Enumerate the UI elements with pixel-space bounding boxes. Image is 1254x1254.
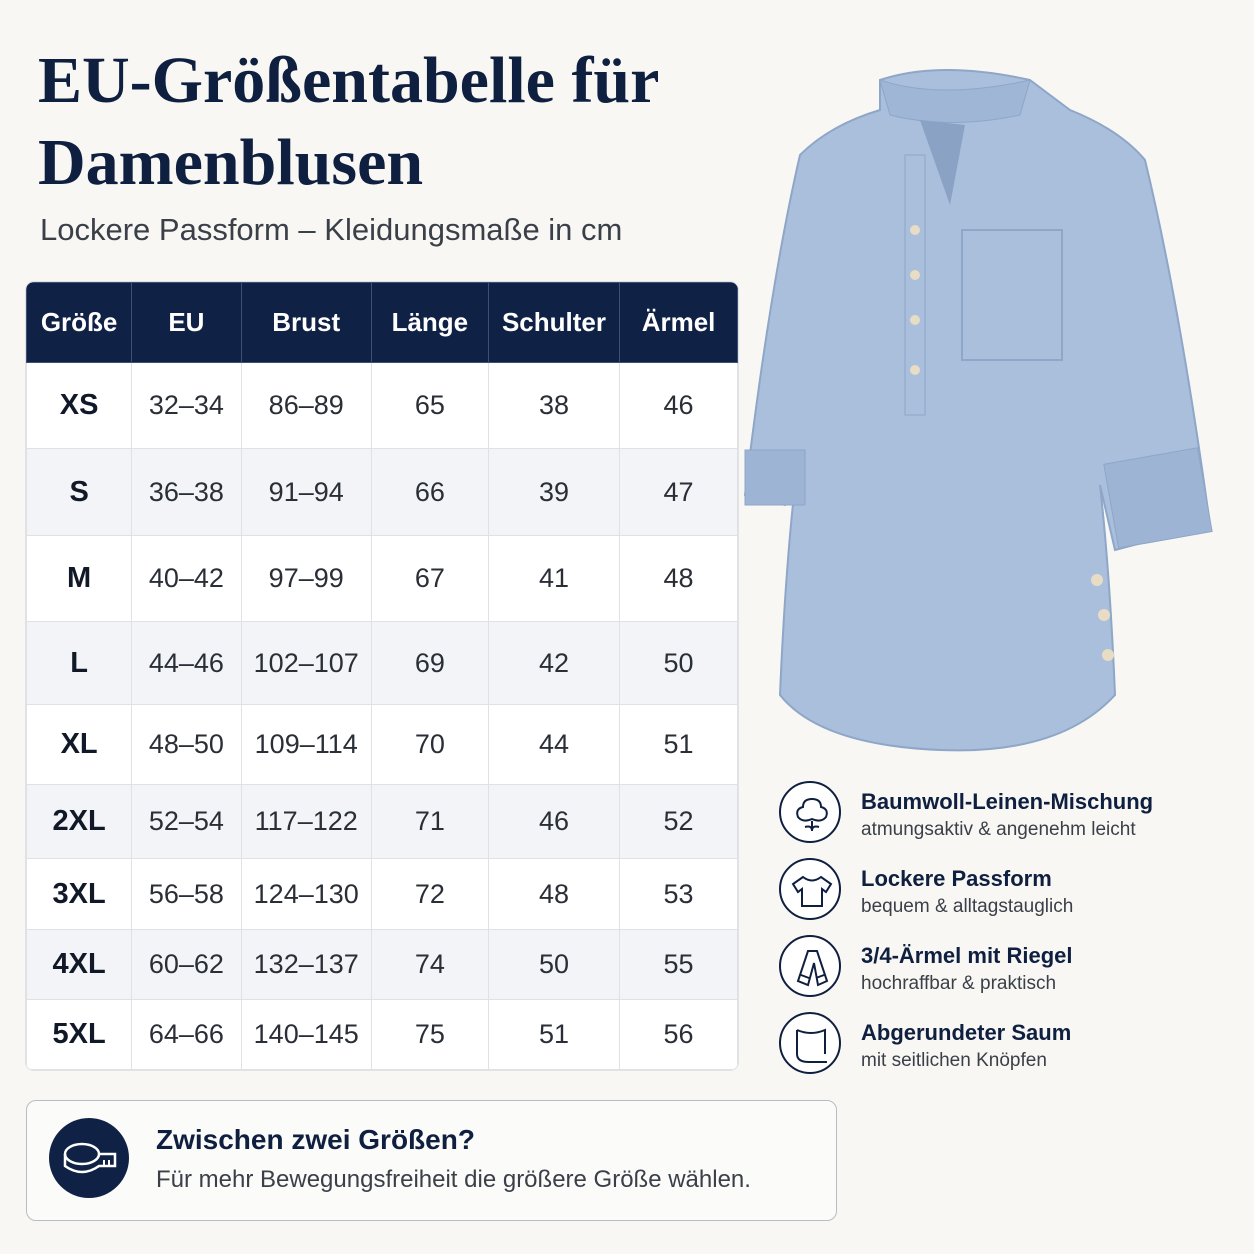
value-cell: 117–122 <box>240 784 372 859</box>
value-cell: 44–46 <box>131 621 242 705</box>
feature-icon <box>779 858 841 920</box>
column-header: Brust <box>240 282 372 363</box>
table-row: S 36–38 91–94 66 39 47 <box>26 448 738 536</box>
column-header: EU <box>131 282 242 363</box>
column-header: Größe <box>26 282 133 363</box>
value-cell: 42 <box>487 621 621 705</box>
tape-icon <box>49 1118 129 1198</box>
value-cell: 109–114 <box>240 704 372 785</box>
feature-icon <box>779 1012 841 1074</box>
value-cell: 48 <box>619 535 738 622</box>
column-header: Ärmel <box>619 282 738 363</box>
table-row: XL 48–50 109–114 70 44 51 <box>26 704 738 785</box>
value-cell: 56–58 <box>131 858 242 930</box>
value-cell: 41 <box>487 535 621 622</box>
feature-title: Abgerundeter Saum <box>861 1020 1072 1045</box>
size-cell: L <box>26 621 133 705</box>
table-row: XS 32–34 86–89 65 38 46 <box>26 362 738 449</box>
value-cell: 55 <box>619 929 738 1000</box>
value-cell: 50 <box>487 929 621 1000</box>
size-cell: XS <box>26 362 133 449</box>
value-cell: 97–99 <box>240 535 372 622</box>
value-cell: 124–130 <box>240 858 372 930</box>
size-cell: S <box>26 448 133 536</box>
value-cell: 75 <box>370 999 489 1070</box>
tip-box <box>26 1100 837 1221</box>
subtitle: Lockere Passform – Kleidungsmaße in cm <box>40 212 623 247</box>
feature-title: Baumwoll-Leinen-Mischung <box>861 789 1154 814</box>
table-row: 4XL 60–62 132–137 74 50 55 <box>26 929 738 1000</box>
value-cell: 44 <box>487 704 621 785</box>
value-cell: 86–89 <box>240 362 372 449</box>
column-header: Schulter <box>487 282 621 363</box>
size-table: Größe EU Brust Länge Schulter Ärmel XS 32–34 86–… <box>26 282 738 1070</box>
value-cell: 60–62 <box>131 929 242 1000</box>
value-cell: 46 <box>487 784 621 859</box>
feature-text: mit seitlichen Knöpfen <box>861 1050 1047 1071</box>
value-cell: 32–34 <box>131 362 242 449</box>
feature-icon <box>779 935 841 997</box>
value-cell: 52–54 <box>131 784 242 859</box>
value-cell: 51 <box>487 999 621 1070</box>
feature-icon <box>779 781 841 843</box>
value-cell: 66 <box>370 448 489 536</box>
value-cell: 132–137 <box>240 929 372 1000</box>
value-cell: 67 <box>370 535 489 622</box>
value-cell: 48 <box>487 858 621 930</box>
table-row: M 40–42 97–99 67 41 48 <box>26 535 738 622</box>
table-row: 3XL 56–58 124–130 72 48 53 <box>26 858 738 930</box>
value-cell: 56 <box>619 999 738 1070</box>
value-cell: 70 <box>370 704 489 785</box>
blouse-image <box>743 69 1213 752</box>
title-line: Damenblusen <box>38 126 424 199</box>
value-cell: 72 <box>370 858 489 930</box>
value-cell: 91–94 <box>240 448 372 536</box>
table-row: L 44–46 102–107 69 42 50 <box>26 621 738 705</box>
size-cell: 4XL <box>26 929 133 1000</box>
column-header: Länge <box>370 282 489 363</box>
title-line: EU-Größentabelle für <box>38 44 660 117</box>
value-cell: 51 <box>619 704 738 785</box>
size-cell: 3XL <box>26 858 133 930</box>
value-cell: 140–145 <box>240 999 372 1070</box>
size-cell: M <box>26 535 133 622</box>
value-cell: 71 <box>370 784 489 859</box>
value-cell: 69 <box>370 621 489 705</box>
tip-text: Für mehr Bewegungsfreiheit die größere G… <box>156 1166 751 1193</box>
value-cell: 64–66 <box>131 999 242 1070</box>
value-cell: 46 <box>619 362 738 449</box>
table-row: 5XL 64–66 140–145 75 51 56 <box>26 999 738 1070</box>
feature-title: Lockere Passform <box>861 866 1052 891</box>
size-cell: 5XL <box>26 999 133 1070</box>
size-cell: 2XL <box>26 784 133 859</box>
value-cell: 50 <box>619 621 738 705</box>
value-cell: 40–42 <box>131 535 242 622</box>
value-cell: 52 <box>619 784 738 859</box>
value-cell: 39 <box>487 448 621 536</box>
table-row: 2XL 52–54 117–122 71 46 52 <box>26 784 738 859</box>
size-cell: XL <box>26 704 133 785</box>
value-cell: 102–107 <box>240 621 372 705</box>
feature-title: 3/4-Ärmel mit Riegel <box>861 943 1073 968</box>
value-cell: 47 <box>619 448 738 536</box>
tip-title: Zwischen zwei Größen? <box>156 1124 475 1155</box>
feature-text: atmungsaktiv & angenehm leicht <box>861 819 1136 840</box>
feature-text: bequem & alltagstauglich <box>861 896 1074 917</box>
value-cell: 38 <box>487 362 621 449</box>
value-cell: 48–50 <box>131 704 242 785</box>
value-cell: 36–38 <box>131 448 242 536</box>
header-row: Größe EU Brust Länge Schulter Ärmel <box>26 282 738 363</box>
value-cell: 53 <box>619 858 738 930</box>
feature-text: hochraffbar & praktisch <box>861 973 1057 994</box>
value-cell: 74 <box>370 929 489 1000</box>
value-cell: 65 <box>370 362 489 449</box>
